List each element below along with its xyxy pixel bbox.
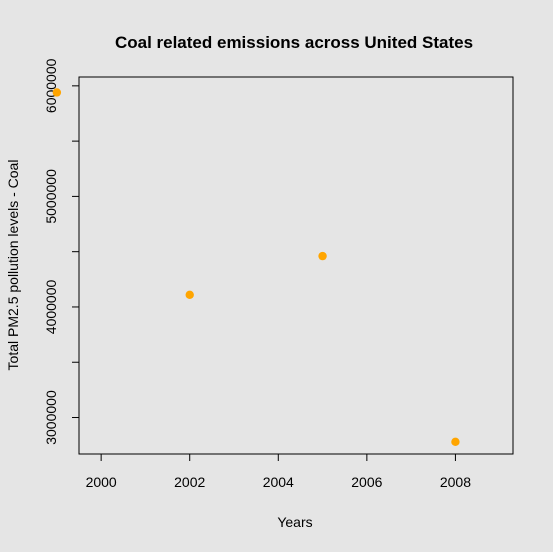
data-point	[185, 290, 194, 299]
x-tick-label: 2008	[440, 474, 471, 490]
x-tick-label: 2000	[86, 474, 117, 490]
plot-frame	[78, 76, 514, 455]
data-points	[52, 88, 460, 447]
x-axis: 2000 2002 2004 2006 2008	[86, 454, 471, 490]
data-point	[52, 88, 62, 97]
x-tick-label: 2002	[174, 474, 205, 490]
chart-title: Coal related emissions across United Sta…	[115, 33, 473, 52]
y-tick-label: 5000000	[43, 169, 59, 224]
x-axis-label: Years	[277, 514, 312, 530]
x-tick-label: 2006	[351, 474, 382, 490]
y-tick-label: 4000000	[43, 279, 59, 334]
data-point	[451, 437, 460, 447]
x-tick-label: 2004	[263, 474, 294, 490]
y-axis-label: Total PM2.5 pollution levels - Coal	[5, 160, 21, 371]
y-tick-label: 6000000	[43, 58, 59, 113]
y-tick-label: 3000000	[43, 390, 59, 445]
y-axis: 3000000 4000000 5000000 6000000	[43, 58, 79, 445]
data-point	[318, 251, 327, 261]
